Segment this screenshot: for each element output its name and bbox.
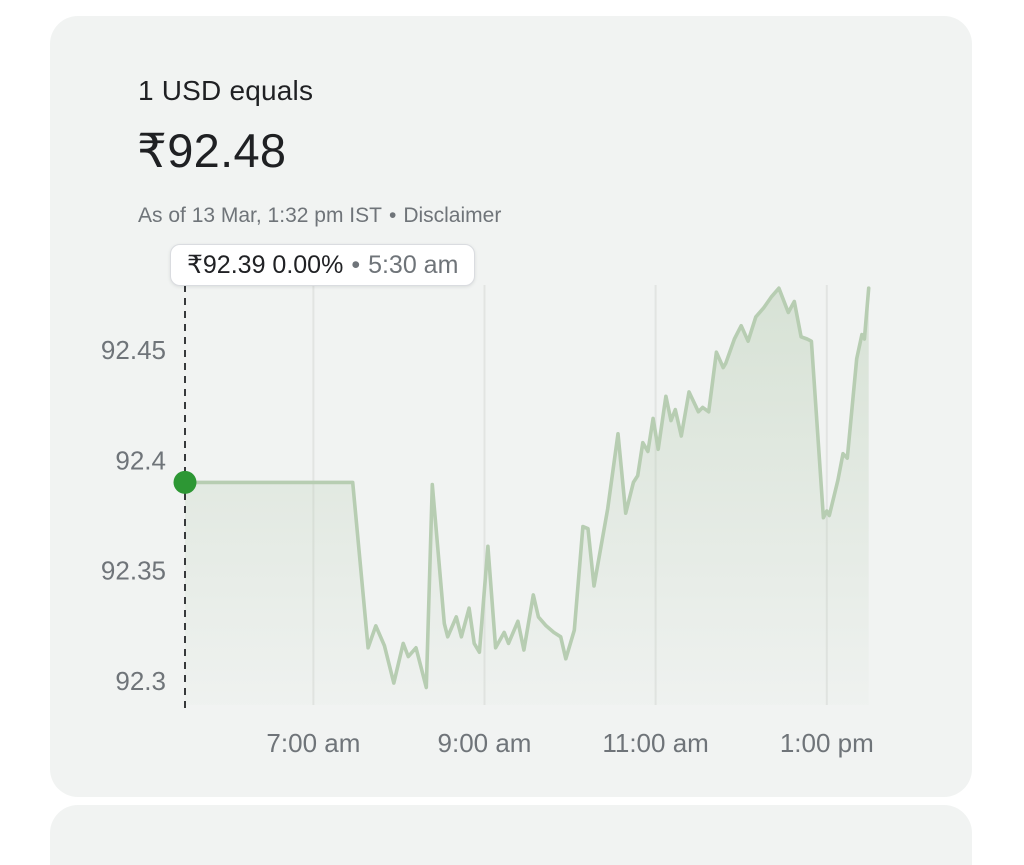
tooltip-value: ₹92.39 0.00%: [187, 251, 344, 279]
tooltip-time: 5:30 am: [368, 250, 459, 279]
tooltip-separator-dot: •: [351, 250, 361, 279]
rate-area-fill: [185, 288, 869, 705]
x-axis-label: 7:00 am: [266, 728, 360, 758]
cursor-dot: [173, 470, 197, 494]
y-axis-label: 92.4: [115, 445, 166, 475]
rate-line: [183, 286, 871, 690]
as-of-line: As of 13 Mar, 1:32 pm IST • Disclaimer: [138, 203, 501, 229]
x-axis-label: 1:00 pm: [780, 728, 874, 758]
exchange-rate-value: ₹92.48: [137, 124, 287, 177]
x-axis-label: 11:00 am: [602, 728, 708, 758]
y-axis-label: 92.45: [101, 335, 166, 365]
as-of-text: As of 13 Mar, 1:32 pm IST: [138, 204, 382, 227]
y-axis-label: 92.3: [115, 666, 166, 696]
exchange-rate-chart[interactable]: 92.3 92.35 92.4 92.45 7:00 am 9:00 am 11:00 am…: [0, 0, 1024, 813]
y-axis-label: 92.35: [101, 556, 166, 586]
next-section-card: [50, 805, 972, 865]
x-axis-label: 9:00 am: [438, 728, 532, 758]
disclaimer-link[interactable]: Disclaimer: [403, 204, 502, 227]
card-title: 1 USD equals: [138, 75, 314, 106]
separator-dot: •: [388, 204, 397, 227]
chart-tooltip: ₹92.39 0.00% • 5:30 am: [170, 244, 476, 286]
